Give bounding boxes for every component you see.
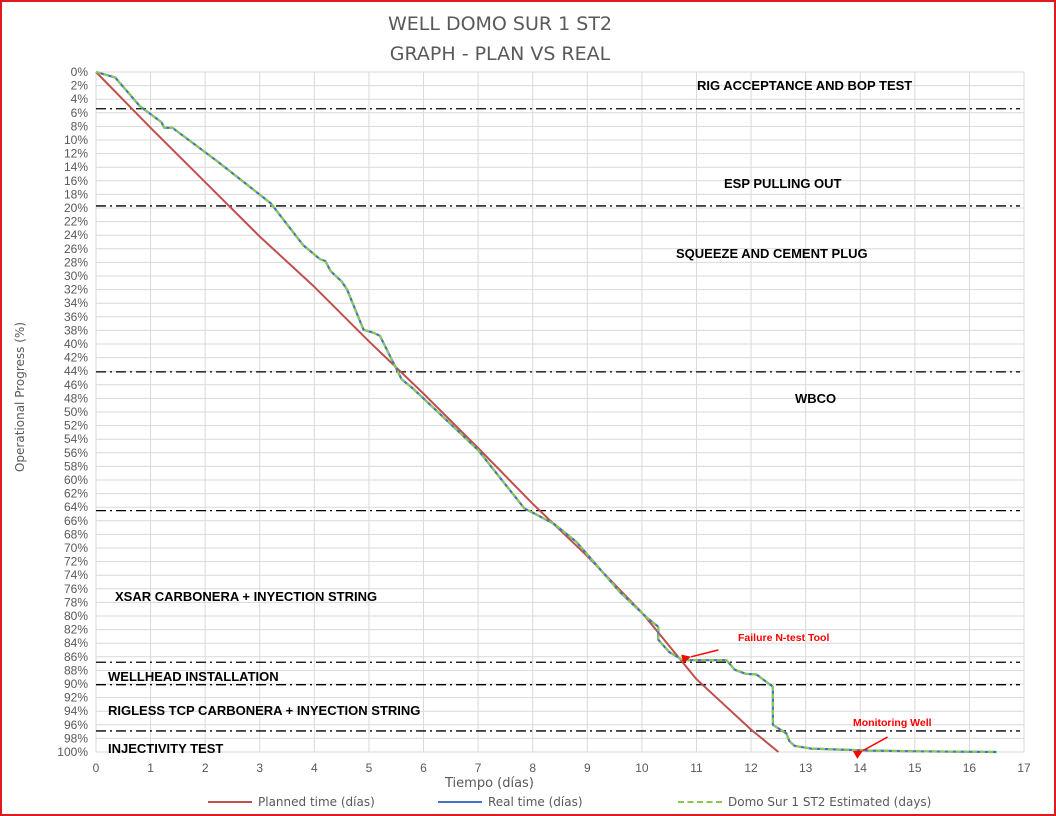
y-tick-label: 88% <box>64 663 88 677</box>
y-tick-label: 64% <box>64 500 88 514</box>
phase-label-injectivity: INJECTIVITY TEST <box>108 741 224 756</box>
phase-label-xsar: XSAR CARBONERA + INYECTION STRING <box>115 589 378 604</box>
x-tick-label: 13 <box>799 761 813 775</box>
legend-item-estimated: Domo Sur 1 ST2 Estimated (days) <box>678 795 931 809</box>
y-tick-label: 0% <box>71 65 89 79</box>
y-tick-label: 60% <box>64 473 88 487</box>
legend-label-planned: Planned time (días) <box>258 795 375 809</box>
y-tick-label: 74% <box>64 568 88 582</box>
legend-item-planned: Planned time (días) <box>208 795 375 809</box>
y-tick-label: 26% <box>64 242 88 256</box>
phase-label-wellhead: WELLHEAD INSTALLATION <box>108 669 279 684</box>
y-tick-label: 68% <box>64 527 88 541</box>
x-tick-label: 5 <box>366 761 373 775</box>
y-tick-label: 22% <box>64 215 88 229</box>
phase-label-rigless: RIGLESS TCP CARBONERA + INYECTION STRING <box>108 703 421 718</box>
y-tick-label: 4% <box>71 92 89 106</box>
x-tick-label: 0 <box>93 761 100 775</box>
y-tick-label: 58% <box>64 459 88 473</box>
y-tick-label: 32% <box>64 283 88 297</box>
x-tick-label: 8 <box>529 761 536 775</box>
y-tick-label: 34% <box>64 296 88 310</box>
y-tick-label: 62% <box>64 487 88 501</box>
x-tick-label: 16 <box>963 761 977 775</box>
annotation-failure-ntest: Failure N-test Tool <box>738 632 830 644</box>
x-tick-label: 3 <box>256 761 263 775</box>
y-tick-label: 20% <box>64 201 88 215</box>
annotation-monitoring-well: Monitoring Well <box>853 717 932 729</box>
legend-swatch-real <box>438 801 482 803</box>
y-tick-label: 56% <box>64 446 88 460</box>
legend-item-real: Real time (días) <box>438 795 583 809</box>
x-tick-label: 6 <box>420 761 427 775</box>
series-line-estimated <box>95 70 997 754</box>
annotation-arrow-failure <box>681 649 719 664</box>
phase-label-wbco: WBCO <box>795 391 837 406</box>
y-tick-label: 84% <box>64 636 88 650</box>
phase-label-squeeze: SQUEEZE AND CEMENT PLUG <box>676 246 868 261</box>
y-tick-label: 16% <box>64 174 88 188</box>
legend-label-estimated: Domo Sur 1 ST2 Estimated (days) <box>728 795 932 809</box>
y-tick-label: 42% <box>64 351 88 365</box>
y-tick-label: 46% <box>64 378 88 392</box>
y-tick-label: 94% <box>64 704 88 718</box>
y-tick-label: 100% <box>57 745 88 759</box>
phase-label-rig-acceptance: RIG ACCEPTANCE AND BOP TEST <box>697 78 913 93</box>
y-tick-label: 76% <box>64 582 88 596</box>
y-tick-label: 8% <box>71 119 89 133</box>
y-tick-label: 96% <box>64 718 88 732</box>
y-tick-label: 6% <box>71 106 89 120</box>
y-tick-label: 28% <box>64 255 88 269</box>
legend-swatch-estimated <box>678 801 722 803</box>
y-tick-label: 2% <box>71 79 89 93</box>
y-tick-label: 14% <box>64 160 88 174</box>
legend-label-real: Real time (días) <box>488 795 583 809</box>
y-tick-label: 66% <box>64 514 88 528</box>
y-tick-label: 86% <box>64 650 88 664</box>
x-tick-label: 15 <box>908 761 922 775</box>
chart-title: WELL DOMO SUR 1 ST2 <box>387 13 613 35</box>
y-tick-label: 44% <box>64 364 88 378</box>
x-axis-label: Tiempo (días) <box>445 776 534 791</box>
y-tick-label: 38% <box>64 323 88 337</box>
x-tick-label: 7 <box>475 761 482 775</box>
y-tick-label: 82% <box>64 623 88 637</box>
legend-swatch-planned <box>208 801 252 803</box>
y-axis-label: Operational Progress (%) <box>13 322 27 473</box>
x-tick-label: 9 <box>584 761 591 775</box>
chart-subtitle: GRAPH - PLAN VS REAL <box>389 43 611 65</box>
x-tick-label: 12 <box>744 761 758 775</box>
y-tick-label: 36% <box>64 310 88 324</box>
y-tick-label: 54% <box>64 432 88 446</box>
y-tick-label: 98% <box>64 731 88 745</box>
y-tick-label: 12% <box>64 147 88 161</box>
x-tick-label: 2 <box>202 761 209 775</box>
x-tick-label: 14 <box>854 761 868 775</box>
y-tick-label: 78% <box>64 595 88 609</box>
y-tick-label: 90% <box>64 677 88 691</box>
series-line-planned <box>95 71 780 753</box>
x-tick-label: 11 <box>690 761 703 775</box>
y-tick-label: 48% <box>64 391 88 405</box>
x-tick-label: 4 <box>311 761 318 775</box>
y-tick-label: 70% <box>64 541 88 555</box>
y-tick-label: 72% <box>64 555 88 569</box>
y-tick-label: 24% <box>64 228 88 242</box>
y-tick-label: 30% <box>64 269 88 283</box>
x-tick-label: 1 <box>147 761 154 775</box>
phase-label-esp-pulling: ESP PULLING OUT <box>724 176 842 191</box>
y-tick-label: 80% <box>64 609 88 623</box>
y-tick-label: 10% <box>64 133 88 147</box>
y-tick-label: 40% <box>64 337 88 351</box>
y-tick-label: 18% <box>64 187 88 201</box>
y-tick-label: 52% <box>64 419 88 433</box>
y-tick-label: 92% <box>64 691 88 705</box>
x-tick-label: 17 <box>1017 761 1031 775</box>
y-tick-label: 50% <box>64 405 88 419</box>
x-tick-label: 10 <box>635 761 649 775</box>
annotation-arrow-monitoring <box>852 736 888 759</box>
